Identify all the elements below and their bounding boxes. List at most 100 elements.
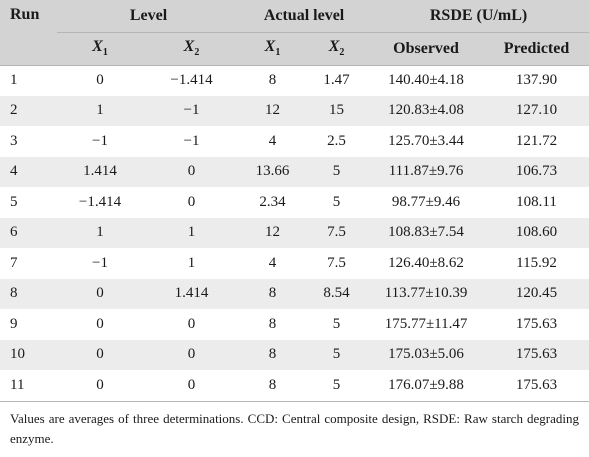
actual-x2-header: X2 bbox=[305, 32, 369, 66]
rsde-header: RSDE (U/mL) bbox=[368, 0, 589, 33]
table-row: 10 0 0 8 5 175.03±5.06 175.63 bbox=[0, 339, 589, 370]
run-cell: 3 bbox=[10, 132, 18, 149]
level-x2-cell: 0 bbox=[187, 193, 196, 210]
level-x2-cell: 1 bbox=[187, 224, 196, 241]
observed-cell: 113.77±10.39 bbox=[384, 285, 468, 302]
table-body: 1 0 −1.414 8 1.47 140.40±4.18 137.90 2 1… bbox=[0, 65, 589, 401]
level-x1-cell: −1.414 bbox=[78, 193, 122, 210]
level-x2-cell: 1 bbox=[187, 254, 196, 271]
header-row-top: Run Level Actual level RSDE (U/mL) bbox=[0, 0, 589, 66]
level-x1-cell: 0 bbox=[96, 285, 104, 302]
observed-cell: 126.40±8.62 bbox=[388, 254, 464, 271]
predicted-cell: 108.60 bbox=[515, 224, 558, 241]
actual-x2-cell: 1.47 bbox=[323, 72, 350, 88]
run-cell: 6 bbox=[10, 224, 18, 241]
table-row: 3 −1 −1 4 2.5 125.70±3.44 121.72 bbox=[0, 126, 589, 157]
actual-x2-cell: 7.5 bbox=[327, 254, 346, 271]
actual-x1-cell: 8 bbox=[268, 346, 277, 363]
actual-x2-cell: 8.54 bbox=[323, 285, 350, 302]
actual-x1-cell: 2.34 bbox=[259, 193, 286, 210]
observed-cell: 108.83±7.54 bbox=[388, 224, 464, 241]
run-cell: 4 bbox=[10, 163, 18, 180]
actual-x1-cell: 13.66 bbox=[255, 163, 290, 180]
predicted-cell: 137.90 bbox=[515, 72, 558, 88]
actual-x2-cell: 5 bbox=[332, 346, 341, 363]
actual-x2-cell: 15 bbox=[329, 102, 345, 119]
observed-cell: 120.83±4.08 bbox=[388, 102, 464, 119]
predicted-cell: 175.63 bbox=[515, 346, 558, 363]
run-cell: 7 bbox=[10, 254, 18, 271]
actual-x2-cell: 5 bbox=[332, 315, 341, 332]
predicted-cell: 121.72 bbox=[515, 132, 558, 149]
actual-x1-cell: 8 bbox=[268, 315, 277, 332]
level-x1-header: X1 bbox=[57, 32, 143, 66]
table-row: 9 0 0 8 5 175.77±11.47 175.63 bbox=[0, 309, 589, 340]
level-x1-cell: −1 bbox=[92, 254, 108, 271]
observed-cell: 125.70±3.44 bbox=[388, 132, 464, 149]
actual-x1-cell: 12 bbox=[265, 224, 281, 241]
level-x2-cell: 0 bbox=[187, 315, 196, 332]
run-cell: 5 bbox=[10, 193, 18, 210]
table-row: 5 −1.414 0 2.34 5 98.77±9.46 108.11 bbox=[0, 187, 589, 218]
level-x2-cell: −1 bbox=[183, 102, 200, 119]
run-header: Run bbox=[0, 0, 57, 66]
level-x1-cell: 0 bbox=[96, 346, 104, 363]
predicted-cell: 175.63 bbox=[515, 315, 558, 332]
run-cell: 11 bbox=[10, 376, 25, 393]
level-x1-cell: 0 bbox=[96, 315, 104, 332]
run-cell: 2 bbox=[10, 102, 18, 119]
level-x1-cell: 0 bbox=[96, 72, 104, 88]
actual-x1-cell: 4 bbox=[268, 254, 277, 271]
level-header: Level bbox=[57, 0, 241, 33]
level-x2-header: X2 bbox=[143, 32, 241, 66]
observed-cell: 140.40±4.18 bbox=[388, 72, 464, 88]
actual-x1-header: X1 bbox=[240, 32, 306, 66]
table-footnote: Values are averages of three determinati… bbox=[0, 400, 589, 451]
predicted-cell: 108.11 bbox=[516, 193, 557, 210]
table-row: 2 1 −1 12 15 120.83±4.08 127.10 bbox=[0, 95, 589, 126]
level-x2-cell: 0 bbox=[187, 163, 196, 180]
level-x2-cell: 1.414 bbox=[174, 285, 209, 302]
level-x2-cell: 0 bbox=[187, 376, 196, 393]
observed-cell: 175.03±5.06 bbox=[388, 346, 464, 363]
level-x2-cell: −1 bbox=[183, 132, 200, 149]
level-x1-cell: −1 bbox=[92, 132, 108, 149]
observed-cell: 98.77±9.46 bbox=[391, 193, 461, 210]
actual-x2-cell: 5 bbox=[332, 376, 341, 393]
actual-x1-cell: 4 bbox=[268, 132, 277, 149]
actual-x1-cell: 8 bbox=[268, 72, 277, 88]
table-row: 1 0 −1.414 8 1.47 140.40±4.18 137.90 bbox=[0, 65, 589, 96]
table-row: 11 0 0 8 5 176.07±9.88 175.63 bbox=[0, 370, 589, 401]
actual-x2-cell: 2.5 bbox=[327, 132, 346, 149]
table-row: 4 1.414 0 13.66 5 111.87±9.76 106.73 bbox=[0, 156, 589, 187]
observed-header: Observed bbox=[368, 32, 485, 66]
actual-level-header: Actual level bbox=[240, 0, 369, 33]
actual-x2-cell: 5 bbox=[332, 163, 341, 180]
table-row: 8 0 1.414 8 8.54 113.77±10.39 120.45 bbox=[0, 278, 589, 309]
observed-cell: 111.87±9.76 bbox=[388, 163, 464, 180]
results-table: Run Level Actual level RSDE (U/mL) X1 X2… bbox=[0, 0, 589, 401]
level-x1-cell: 1 bbox=[96, 224, 104, 241]
run-cell: 9 bbox=[10, 315, 18, 332]
actual-x1-cell: 12 bbox=[265, 102, 281, 119]
run-cell: 1 bbox=[10, 72, 18, 88]
predicted-cell: 127.10 bbox=[515, 102, 558, 119]
observed-cell: 176.07±9.88 bbox=[388, 376, 464, 393]
run-cell: 8 bbox=[10, 285, 18, 302]
actual-x2-cell: 7.5 bbox=[327, 224, 346, 241]
predicted-header: Predicted bbox=[484, 32, 589, 66]
level-x1-cell: 1.414 bbox=[83, 163, 117, 180]
actual-x1-cell: 8 bbox=[268, 285, 277, 302]
predicted-cell: 120.45 bbox=[515, 285, 558, 302]
table-row: 6 1 1 12 7.5 108.83±7.54 108.60 bbox=[0, 217, 589, 248]
predicted-cell: 175.63 bbox=[515, 376, 558, 393]
level-x2-cell: −1.414 bbox=[170, 72, 213, 88]
level-x2-cell: 0 bbox=[187, 346, 196, 363]
run-cell: 10 bbox=[10, 346, 25, 363]
level-x1-cell: 1 bbox=[96, 102, 104, 119]
actual-x1-cell: 8 bbox=[268, 376, 277, 393]
predicted-cell: 115.92 bbox=[516, 254, 557, 271]
actual-x2-cell: 5 bbox=[332, 193, 341, 210]
predicted-cell: 106.73 bbox=[515, 163, 558, 180]
